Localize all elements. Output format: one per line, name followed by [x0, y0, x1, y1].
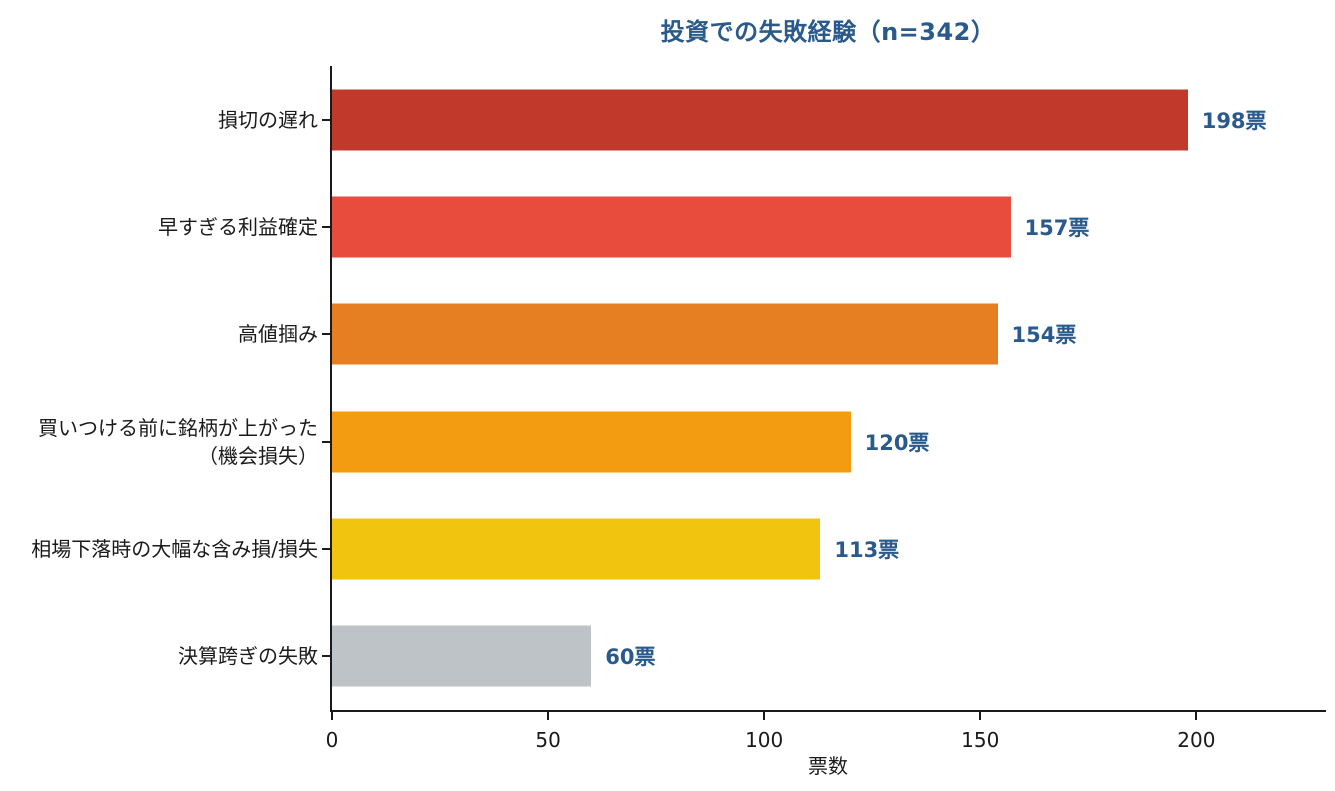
category-label: 高値掴み	[238, 322, 318, 347]
y-axis-tick	[322, 655, 330, 658]
y-axis-tick	[322, 118, 330, 121]
bar	[332, 303, 998, 365]
y-axis-tick	[322, 333, 330, 336]
bar	[332, 518, 821, 580]
value-label: 157票	[1024, 215, 1090, 240]
x-axis-tick	[1195, 712, 1198, 720]
x-axis-tick	[547, 712, 550, 720]
y-axis-tick	[322, 547, 330, 550]
category-label: 早すぎる利益確定	[158, 214, 318, 239]
category-label: 決算跨ぎの失敗	[178, 644, 318, 669]
bar-row: 買いつける前に銘柄が上がった （機会損失） 120票	[38, 388, 1326, 495]
y-axis-tick	[322, 225, 330, 228]
category-label: 損切の遅れ	[218, 107, 318, 132]
value-label: 198票	[1201, 108, 1267, 133]
bar	[332, 89, 1188, 151]
chart-title: 投資での失敗経験（n=342）	[660, 18, 996, 46]
value-label: 120票	[864, 430, 930, 455]
value-label: 60票	[605, 645, 656, 670]
x-axis-tick	[331, 712, 333, 720]
x-axis-tick	[979, 712, 982, 720]
bar	[332, 196, 1011, 258]
bar	[332, 625, 592, 687]
x-axis-label: 票数	[808, 754, 848, 778]
bars-container: 損切の遅れ 198票早すぎる利益確定 157票高値掴み 154票買いつける前に銘柄が上…	[31, 66, 1326, 710]
bar-row: 損切の遅れ 198票	[218, 66, 1326, 173]
bar-row: 決算跨ぎの失敗 60票	[178, 603, 1326, 710]
bar-row: 高値掴み 154票	[238, 281, 1326, 388]
x-tick-label: 200	[1177, 728, 1216, 752]
x-axis-tick	[763, 712, 766, 720]
value-label: 154票	[1011, 323, 1077, 348]
category-label: 買いつける前に銘柄が上がった （機会損失）	[38, 415, 318, 468]
x-tick-label: 0	[325, 728, 339, 752]
x-tick-label: 50	[535, 728, 561, 752]
plot-area: 損切の遅れ 198票早すぎる利益確定 157票高値掴み 154票買いつける前に銘柄が上…	[31, 66, 1326, 752]
value-label: 113票	[834, 537, 900, 562]
bar	[332, 411, 851, 473]
x-tick-label: 150	[961, 728, 1000, 752]
category-label: 相場下落時の大幅な含み損/損失	[31, 536, 318, 561]
bar-row: 早すぎる利益確定 157票	[158, 173, 1326, 280]
y-axis-tick	[322, 440, 330, 443]
bar-row: 相場下落時の大幅な含み損/損失 113票	[31, 495, 1326, 602]
x-tick-label: 100	[745, 728, 784, 752]
